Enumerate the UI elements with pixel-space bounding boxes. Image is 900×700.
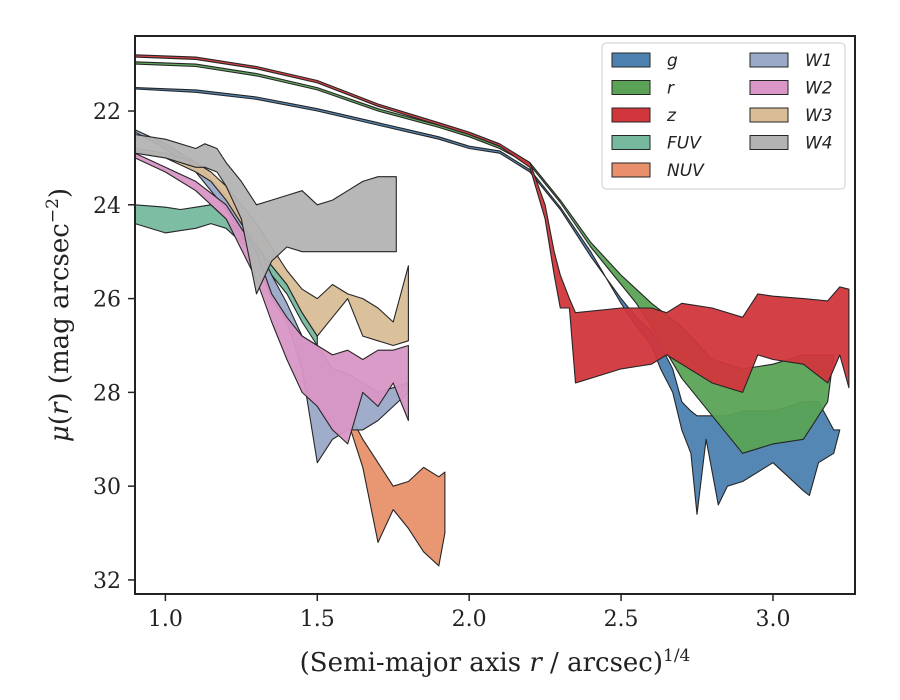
- legend-swatch: [611, 135, 651, 150]
- legend-label: FUV: [667, 134, 702, 154]
- legend-label: r: [667, 79, 675, 99]
- axis-ticks: 1.0 1.5 2.0 2.5 3.0 22 24 26 28 30 32: [93, 100, 790, 632]
- y-tick-label: 26: [93, 288, 121, 313]
- x-tick-label: 2.0: [452, 607, 487, 632]
- y-tick-label: 32: [93, 569, 121, 594]
- legend-swatch: [611, 52, 651, 68]
- legend-entry-w1: W1: [749, 51, 833, 71]
- band-g: [134, 87, 841, 515]
- legend-entry-z: z: [611, 106, 677, 126]
- legend-label: W1: [805, 51, 833, 71]
- legend-entry-g: g: [611, 51, 678, 71]
- legend-swatch: [749, 135, 789, 150]
- band-nuv: [347, 410, 446, 567]
- legend-entry-w3: W3: [749, 106, 833, 126]
- legend-label: g: [667, 51, 678, 71]
- x-tick-label: 3.0: [755, 607, 790, 632]
- legend-entry-r: r: [611, 79, 675, 99]
- legend-swatch: [749, 52, 789, 68]
- legend-label: W4: [805, 134, 833, 154]
- legend-label: W2: [805, 79, 833, 99]
- x-axis-label: (Semi-major axis r / arcsec)1/4: [300, 646, 691, 678]
- y-axis-label: μ(r) (mag arcsec−2): [43, 188, 75, 442]
- legend-label: W3: [805, 106, 833, 126]
- legend-swatch: [611, 80, 651, 95]
- x-tick-label: 1.5: [300, 607, 335, 632]
- legend-entry-fuv: FUV: [611, 134, 702, 154]
- plot-frame: [134, 35, 856, 595]
- legend-label: z: [666, 106, 677, 126]
- y-tick-label: 30: [93, 475, 121, 500]
- legend-entry-w2: W2: [749, 79, 833, 99]
- legend-entry-w4: W4: [749, 134, 833, 154]
- legend-swatch: [749, 107, 789, 123]
- legend-label: NUV: [667, 161, 705, 181]
- legend-entry-nuv: NUV: [611, 161, 705, 181]
- legend-swatch: [749, 80, 789, 95]
- legend: grz FUV NUV W1 W2 W3 W4: [601, 42, 846, 190]
- band-w4: [134, 133, 397, 295]
- band-z: [134, 54, 850, 393]
- legend-box: [601, 42, 846, 190]
- legend-swatch: [611, 162, 651, 178]
- x-tick-label: 2.5: [604, 607, 639, 632]
- y-tick-label: 24: [93, 194, 121, 219]
- y-tick-label: 28: [93, 381, 121, 406]
- series-bands: [134, 54, 850, 567]
- y-tick-label: 22: [93, 100, 121, 125]
- x-tick-label: 1.0: [148, 607, 183, 632]
- legend-swatch: [611, 107, 651, 123]
